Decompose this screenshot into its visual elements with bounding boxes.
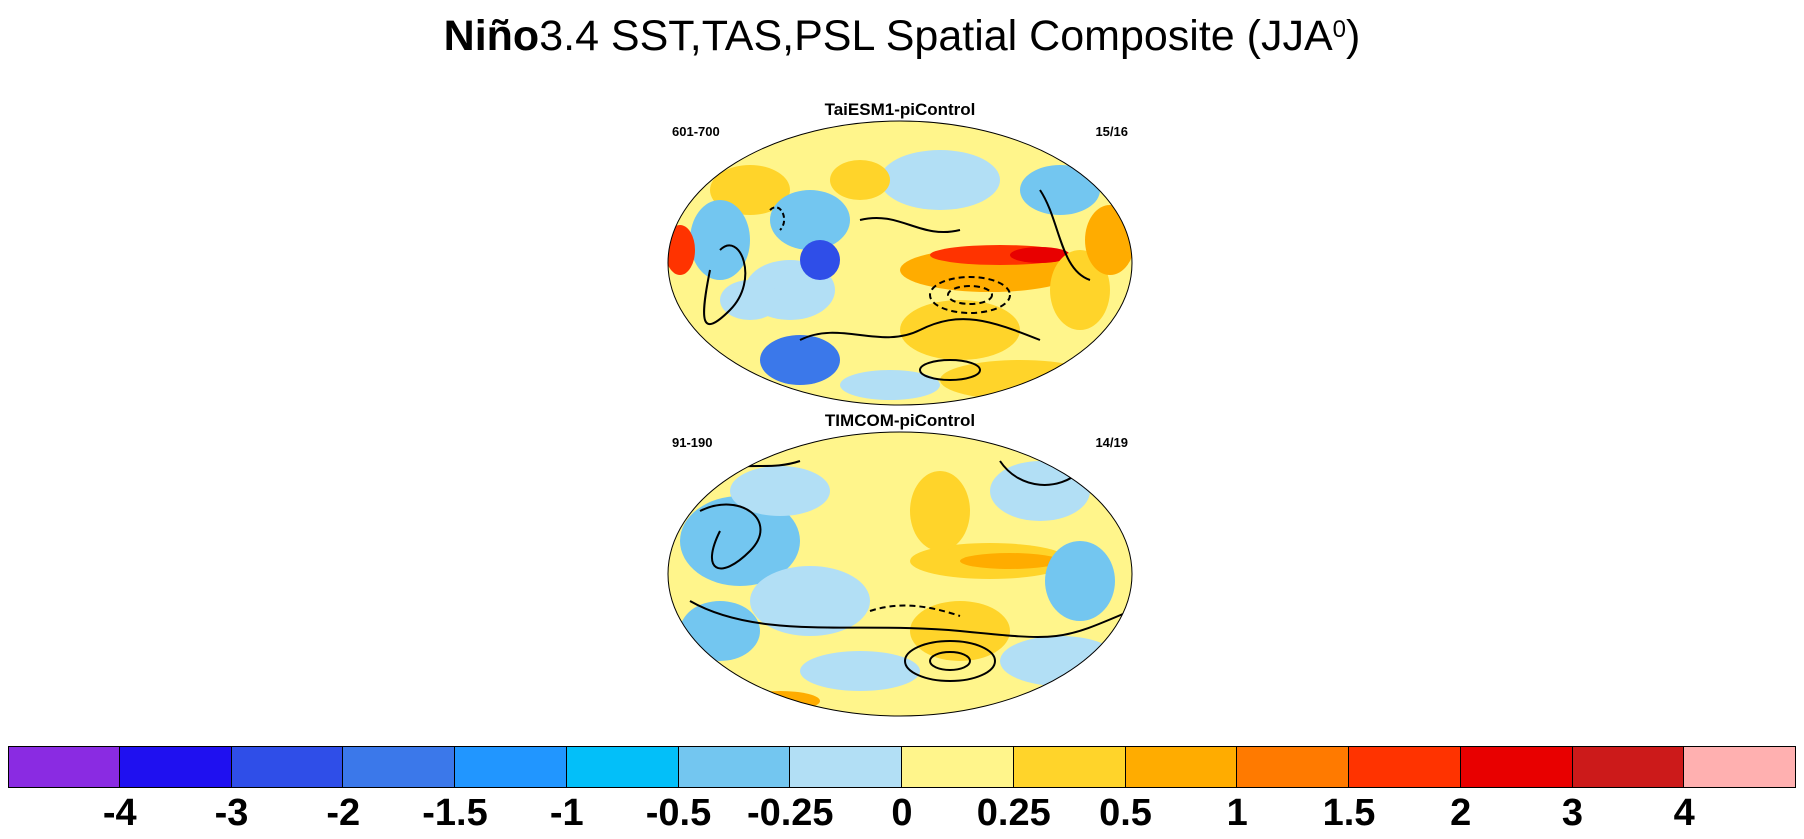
title-bold: Niño xyxy=(443,12,540,60)
colorbar-swatch xyxy=(343,746,455,788)
colorbar-tick-label: 1.5 xyxy=(1322,792,1376,834)
colorbar-swatch xyxy=(1572,746,1685,788)
title-text: 3.4 SST,TAS,PSL Spatial Composite (JJA xyxy=(539,12,1333,60)
colorbar-tick-label: 0.5 xyxy=(1099,792,1152,834)
colorbar-swatch xyxy=(1125,746,1238,788)
figure-title: Niño3.4 SST,TAS,PSL Spatial Composite (J… xyxy=(0,10,1804,62)
colorbar-tick-label: -1.5 xyxy=(422,792,488,834)
colorbar-tick-label: 3 xyxy=(1561,792,1584,834)
colorbar-swatch xyxy=(678,746,791,788)
composite-map xyxy=(667,431,1133,717)
panel-title: TIMCOM-piControl xyxy=(824,411,976,430)
colorbar-tick-label: -0.5 xyxy=(645,792,712,834)
colorbar-swatch xyxy=(231,746,344,788)
colorbar-tick-label: 2 xyxy=(1450,792,1472,834)
colorbar-tick-label: 1 xyxy=(1226,792,1248,834)
panel-years-label: 601-700 xyxy=(672,124,720,139)
title-superscript: 0 xyxy=(1332,16,1347,43)
colorbar-swatch xyxy=(119,746,232,788)
colorbar-tick-label: -3 xyxy=(214,792,249,834)
colorbar-tick-label: 0 xyxy=(891,792,913,834)
colorbar-swatch xyxy=(1349,746,1461,788)
panel-title: TaiESM1-piControl xyxy=(824,100,976,119)
colorbar-tick-label: 4 xyxy=(1673,792,1695,834)
colorbar-swatch xyxy=(1684,746,1796,788)
colorbar-tick-label: 0.25 xyxy=(976,792,1051,834)
panel-years-label: 91-190 xyxy=(672,435,713,450)
colorbar-swatch xyxy=(790,746,902,788)
colorbar-swatch xyxy=(566,746,679,788)
composite-map xyxy=(667,120,1133,406)
map-panel-taiesm1: TaiESM1-piControl 601-700 15/16 xyxy=(660,100,1140,410)
colorbar-swatch xyxy=(8,746,120,788)
colorbar-tick-label: -4 xyxy=(102,792,137,834)
colorbar-swatch xyxy=(1460,746,1573,788)
title-close: ) xyxy=(1346,12,1361,60)
colorbar-swatch xyxy=(1013,746,1126,788)
colorbar-swatch xyxy=(902,746,1014,788)
colorbar-tick-label: -0.25 xyxy=(746,792,834,834)
colorbar xyxy=(8,746,1796,788)
colorbar-tick-label: -1 xyxy=(549,792,584,834)
panel-count-label: 14/19 xyxy=(1095,435,1128,450)
panel-count-label: 15/16 xyxy=(1095,124,1128,139)
map-panel-timcom: TIMCOM-piControl 91-190 14/19 xyxy=(660,411,1140,721)
colorbar-tick-label: -2 xyxy=(326,792,361,834)
colorbar-swatch xyxy=(1237,746,1349,788)
colorbar-swatch xyxy=(455,746,567,788)
